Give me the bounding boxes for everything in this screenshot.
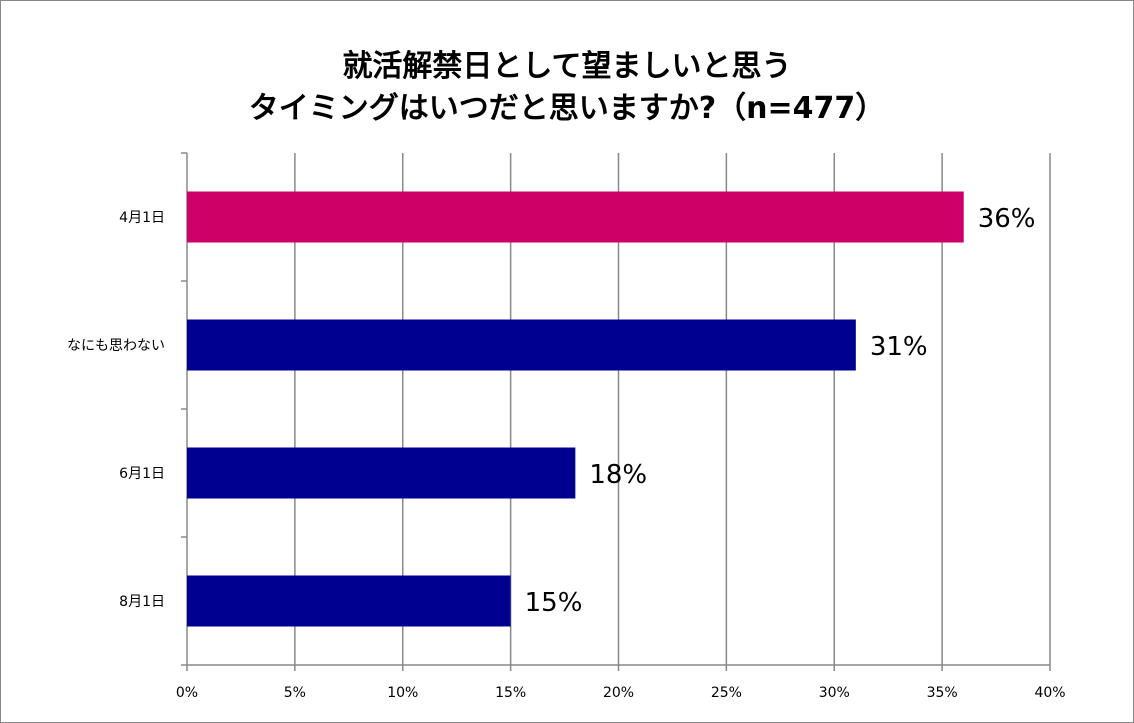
chart-title-line-1: 就活解禁日として望ましいと思う [342,49,792,84]
x-tick-label: 35% [927,685,958,701]
x-tick-label: 10% [387,685,418,701]
bar [187,319,856,371]
bar [187,575,511,627]
x-tick-label: 30% [819,685,850,701]
y-category-label: 8月1日 [119,594,165,610]
data-label: 15% [525,588,583,618]
x-tick-label: 0% [176,685,198,701]
y-category-label: 4月1日 [119,210,165,226]
bar [187,191,964,243]
data-label: 18% [589,460,647,490]
x-tick-label: 15% [495,685,526,701]
y-category-label: なにも思わない [67,338,165,354]
x-tick-label: 20% [603,685,634,701]
bar [187,447,576,499]
x-tick-label: 40% [1034,685,1065,701]
x-tick-label: 25% [711,685,742,701]
data-label: 31% [870,332,928,362]
x-tick-label: 5% [284,685,306,701]
y-category-label: 6月1日 [119,466,165,482]
chart-title-line-2: タイミングはいつだと思いますか?（n=477） [248,91,886,126]
data-label: 36% [978,204,1036,234]
